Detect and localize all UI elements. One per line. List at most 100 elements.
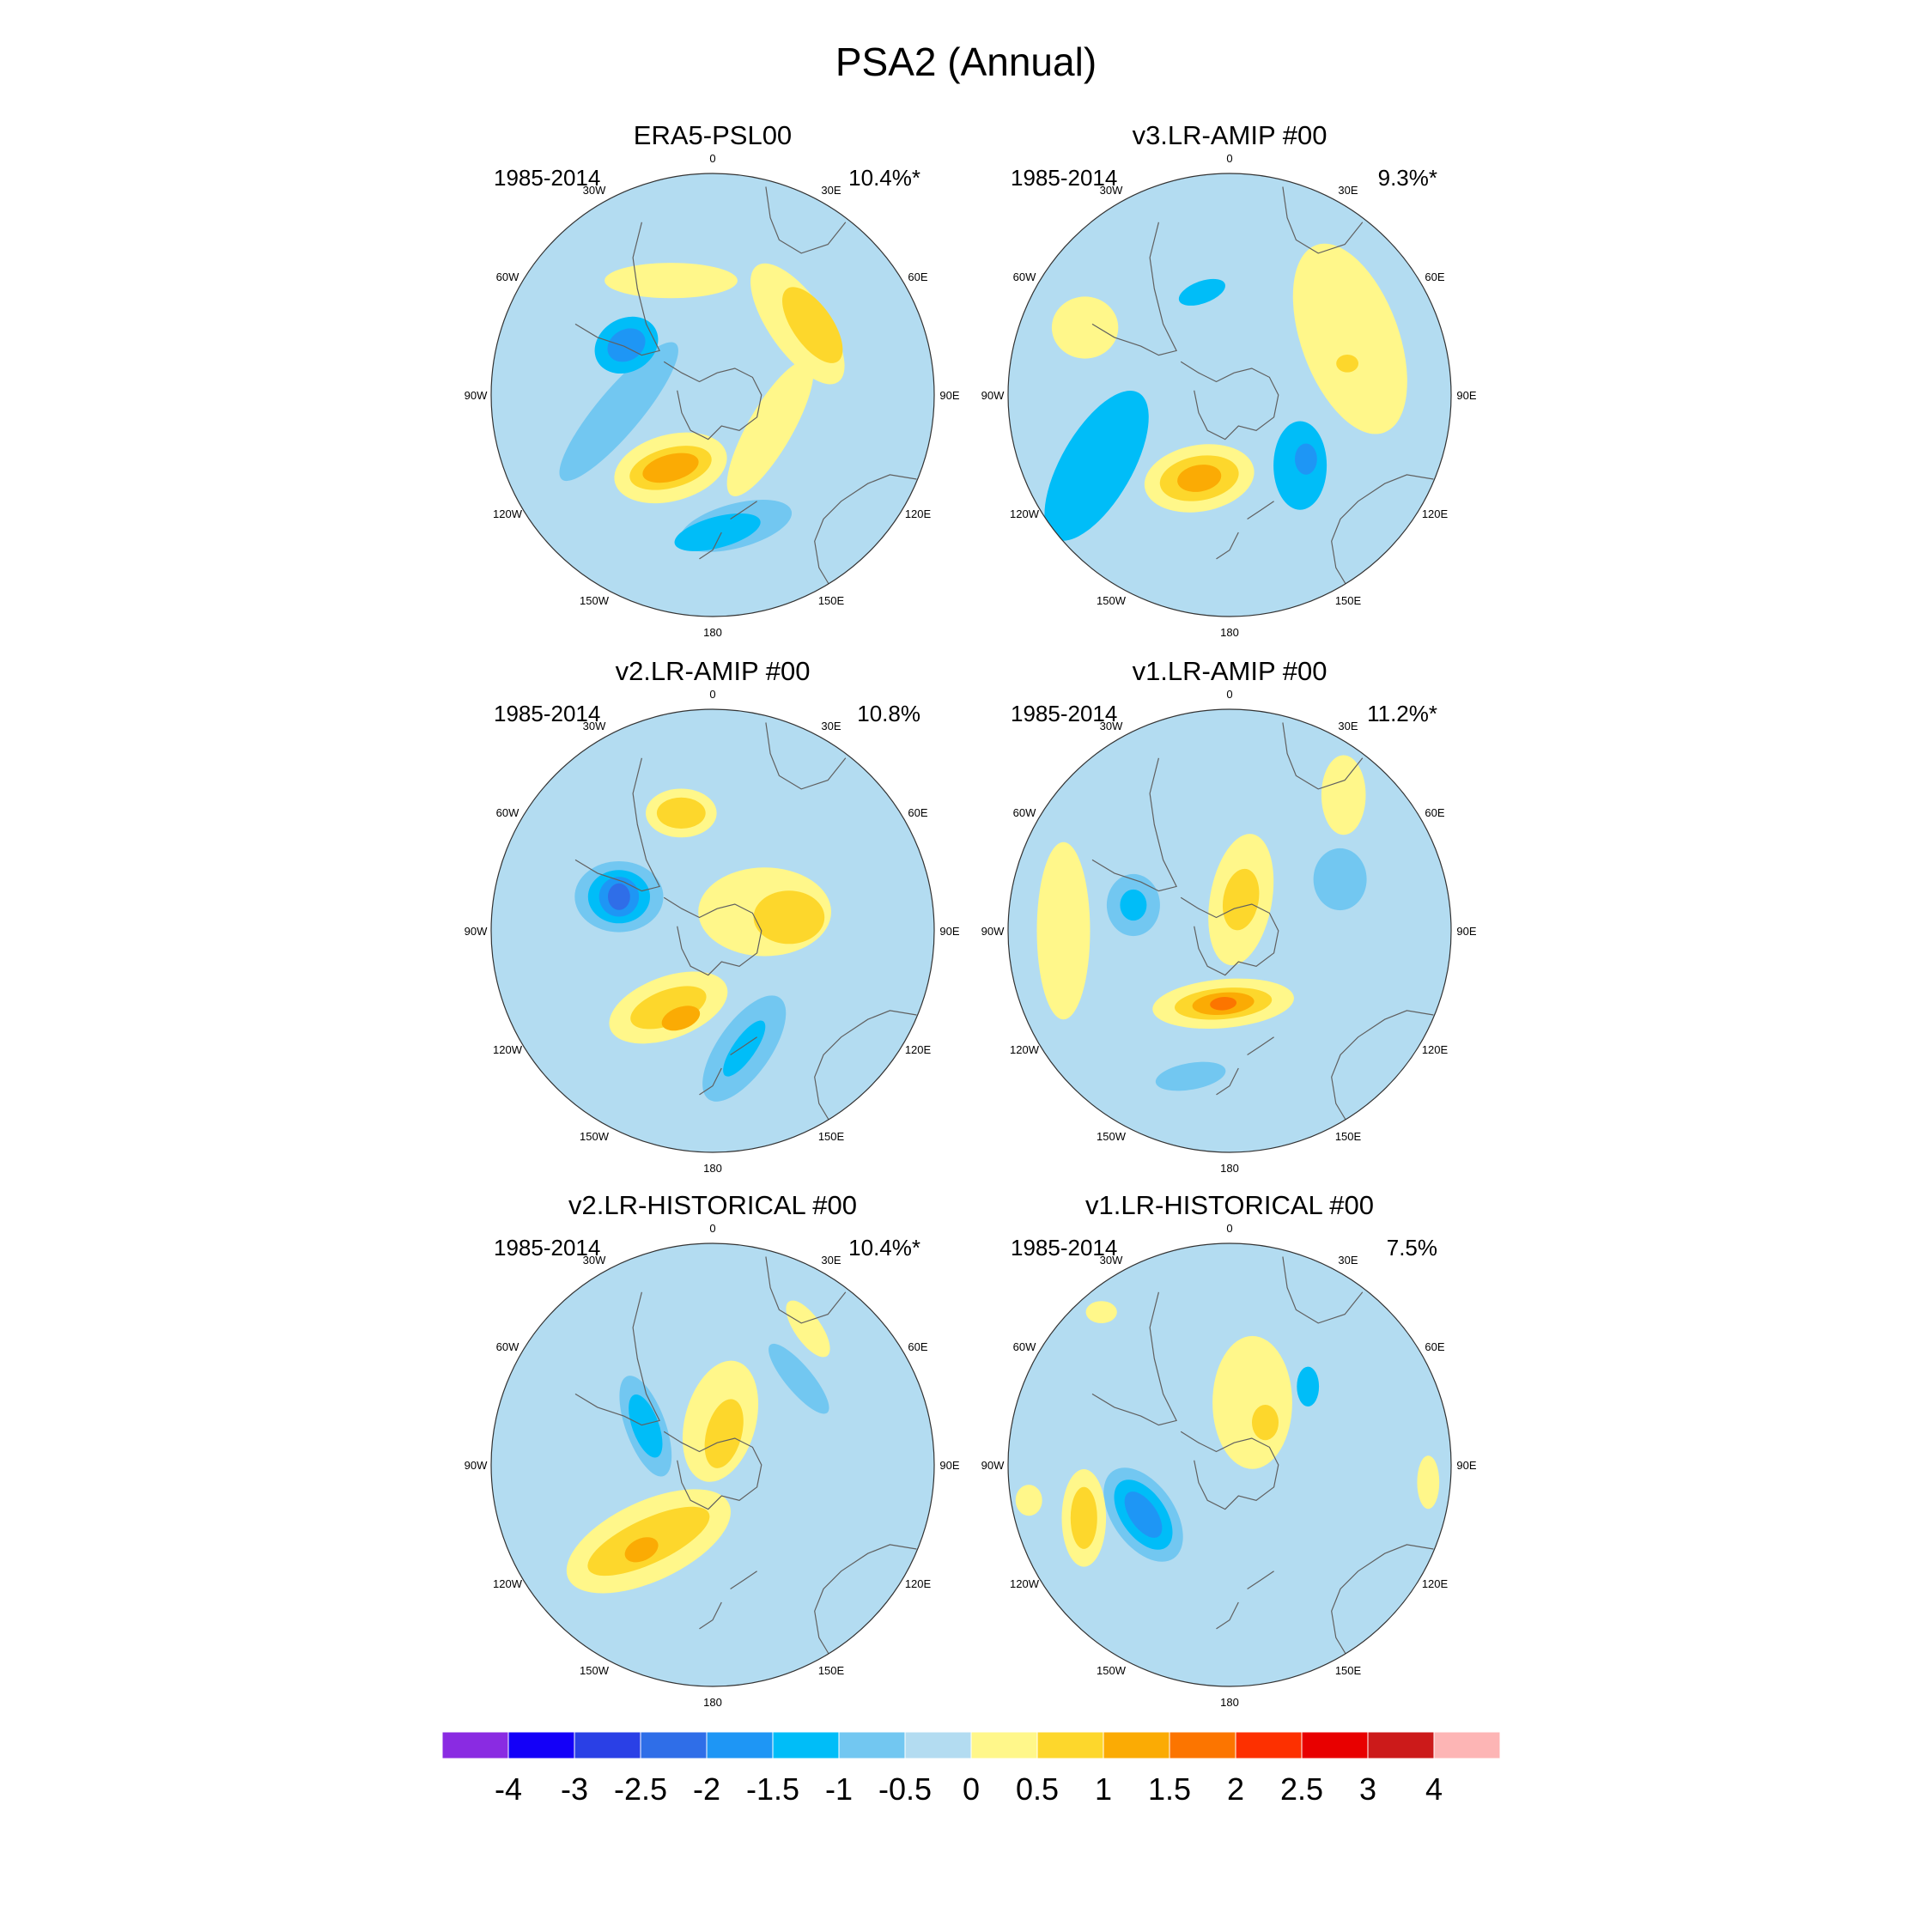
coastline xyxy=(1331,474,1434,591)
colorbar-label: 2 xyxy=(1227,1771,1244,1807)
positive-anomaly-region xyxy=(1036,841,1091,1020)
longitude-label: 0 xyxy=(1226,1222,1232,1235)
coastline xyxy=(663,361,762,440)
coastline xyxy=(765,722,847,790)
period-label: 1985-2014 xyxy=(494,165,600,191)
coastline xyxy=(699,501,757,560)
longitude-label: 90E xyxy=(1456,389,1476,402)
anomaly-field xyxy=(1008,1243,1451,1686)
longitude-label: 180 xyxy=(1220,626,1239,639)
negative-anomaly-region xyxy=(1120,889,1147,921)
positive-anomaly-region xyxy=(1212,1335,1292,1469)
period-label: 1985-2014 xyxy=(1011,165,1117,191)
map-frame xyxy=(490,173,935,617)
longitude-label: 120W xyxy=(493,1577,523,1590)
longitude-label: 90W xyxy=(981,389,1005,402)
colorbar-label: -2 xyxy=(693,1771,720,1807)
variance-explained: 10.4%* xyxy=(848,165,920,191)
colorbar-label: 0 xyxy=(963,1771,980,1807)
coastline xyxy=(574,1291,660,1426)
positive-anomaly-region xyxy=(1292,243,1407,434)
longitude-label: 120W xyxy=(1010,1577,1040,1590)
positive-anomaly-region xyxy=(1177,465,1222,492)
longitude-label: 90E xyxy=(939,1459,959,1472)
negative-anomaly-region xyxy=(674,513,761,551)
panel-title: v2.LR-AMIP #00 xyxy=(616,656,811,686)
map-panel: 0 30E 60E 90E 120E 150E 180 150W 120W 90W 60W 30W v1… xyxy=(981,1190,1477,1709)
map-frame xyxy=(490,1242,935,1687)
field-background xyxy=(1008,1243,1451,1686)
coastline xyxy=(765,1256,847,1324)
longitude-label: 30E xyxy=(821,1254,841,1267)
map-panel: 0 30E 60E 90E 120E 150E 180 150W 120W 90W 60W 30W v1… xyxy=(981,656,1477,1175)
variance-explained: 7.5% xyxy=(1387,1235,1437,1261)
positive-anomaly-region xyxy=(753,890,825,945)
coastline xyxy=(574,757,660,892)
positive-anomaly-region xyxy=(1210,997,1237,1011)
longitude-label: 30E xyxy=(1338,184,1358,197)
coastline xyxy=(574,222,660,356)
negative-anomaly-region xyxy=(723,1020,766,1077)
longitude-label: 30W xyxy=(1100,720,1123,732)
positive-anomaly-region xyxy=(605,263,738,299)
longitude-label: 60E xyxy=(908,806,927,819)
longitude-label: 30W xyxy=(1100,1254,1123,1267)
positive-anomaly-region xyxy=(1070,1486,1097,1549)
longitude-label: 90W xyxy=(981,925,1005,938)
longitude-label: 150E xyxy=(1335,594,1362,607)
map-frame xyxy=(490,708,935,1153)
longitude-label: 30W xyxy=(583,184,606,197)
colorbar-swatch xyxy=(706,1731,774,1759)
coastline xyxy=(1216,1571,1274,1630)
longitude-label: 120E xyxy=(905,507,932,520)
panel-title: v1.LR-AMIP #00 xyxy=(1133,656,1327,686)
longitude-label: 120E xyxy=(1422,1043,1449,1056)
colorbar-swatch xyxy=(1301,1731,1369,1759)
colorbar-swatch xyxy=(507,1731,575,1759)
positive-anomaly-region xyxy=(1051,296,1119,359)
positive-anomaly-region xyxy=(726,360,814,496)
coastline xyxy=(814,1544,917,1661)
colorbar-swatch xyxy=(441,1731,509,1759)
coastline xyxy=(663,896,762,976)
colorbar-label: 1.5 xyxy=(1148,1771,1191,1807)
period-label: 1985-2014 xyxy=(494,1235,600,1261)
positive-anomaly-region xyxy=(1085,1301,1117,1323)
positive-anomaly-region xyxy=(704,1399,744,1468)
coastline xyxy=(1331,1010,1434,1127)
colorbar-label: 2.5 xyxy=(1280,1771,1323,1807)
panel-title: v1.LR-HISTORICAL #00 xyxy=(1085,1190,1374,1220)
period-label: 1985-2014 xyxy=(1011,1235,1117,1261)
longitude-label: 180 xyxy=(1220,1696,1239,1709)
panel-title: ERA5-PSL00 xyxy=(634,120,792,150)
longitude-label: 60E xyxy=(1425,270,1444,283)
longitude-label: 180 xyxy=(703,1162,722,1175)
colorbar-swatch xyxy=(838,1731,906,1759)
colorbar-swatch xyxy=(1235,1731,1303,1759)
longitude-label: 120W xyxy=(493,507,523,520)
longitude-label: 90W xyxy=(465,389,488,402)
anomaly-field xyxy=(491,1243,934,1686)
coastline xyxy=(663,1431,762,1510)
longitude-label: 90W xyxy=(981,1459,1005,1472)
longitude-label: 0 xyxy=(1226,152,1232,165)
anomaly-field xyxy=(1008,709,1451,1152)
coastline xyxy=(1282,722,1364,790)
period-label: 1985-2014 xyxy=(1011,701,1117,726)
positive-anomaly-region xyxy=(1321,755,1366,835)
anomaly-field xyxy=(491,173,934,617)
map-panel: 0 30E 60E 90E 120E 150E 180 150W 120W 90W 60W 30W v2… xyxy=(465,1190,960,1709)
longitude-label: 120E xyxy=(905,1577,932,1590)
colorbar-swatch xyxy=(1169,1731,1236,1759)
longitude-label: 120E xyxy=(1422,507,1449,520)
positive-anomaly-region xyxy=(1222,868,1260,931)
longitude-label: 120E xyxy=(1422,1577,1449,1590)
period-label: 1985-2014 xyxy=(494,701,600,726)
negative-anomaly-region xyxy=(559,342,678,482)
coastline xyxy=(1282,186,1364,254)
colorbar-swatch xyxy=(1036,1731,1104,1759)
longitude-label: 60W xyxy=(1013,270,1036,283)
positive-anomaly-region xyxy=(1417,1455,1440,1510)
negative-anomaly-region xyxy=(607,328,646,362)
longitude-label: 150W xyxy=(580,1664,610,1677)
